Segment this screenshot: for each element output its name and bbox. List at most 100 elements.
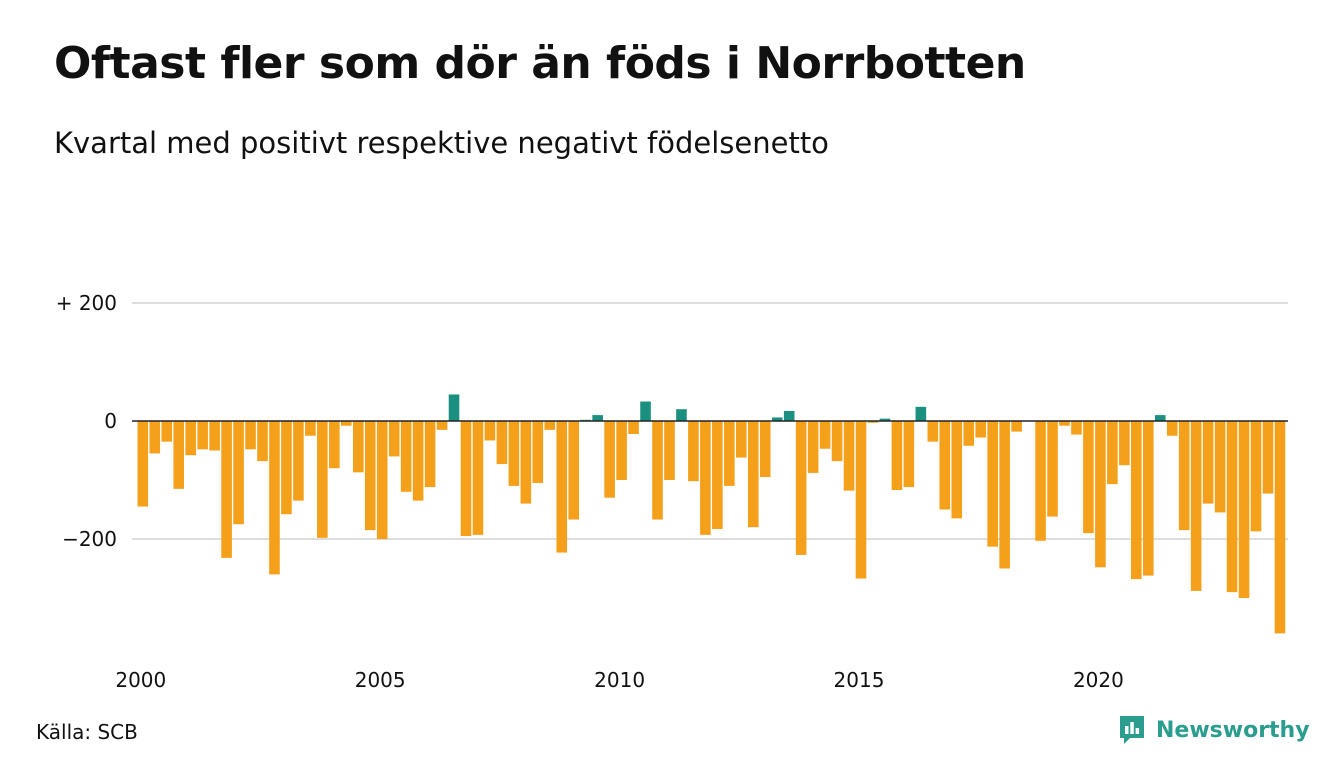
bar-negative — [747, 421, 759, 528]
bar-negative — [759, 421, 771, 478]
bar-positive — [771, 417, 783, 421]
bar-negative — [1202, 421, 1214, 504]
bar-negative — [700, 421, 711, 535]
bar-positive — [640, 401, 651, 421]
bar-negative — [1107, 421, 1118, 485]
bar-negative — [460, 421, 472, 537]
bar-negative — [1238, 421, 1250, 598]
bar-negative — [963, 421, 975, 446]
bar-negative — [652, 421, 663, 520]
brand-name: Newsworthy — [1156, 717, 1310, 743]
bar-negative — [400, 421, 412, 492]
x-tick-labels: 2000 2005 2010 2015 2020 — [115, 668, 1124, 692]
bar-negative — [436, 421, 448, 430]
bar-negative — [736, 421, 747, 458]
bar-negative — [520, 421, 532, 504]
bar-negative — [903, 421, 915, 488]
bar-negative — [1035, 421, 1046, 541]
bar-negative — [281, 421, 292, 515]
bar-negative — [819, 421, 831, 449]
bar-negative — [1011, 421, 1022, 432]
y-tick-label: + 200 — [56, 291, 117, 315]
bar-negative — [209, 421, 220, 451]
bar-negative — [544, 421, 556, 430]
bar-negative — [1166, 421, 1178, 436]
bar-positive — [879, 418, 891, 421]
bar-negative — [1095, 421, 1106, 568]
bar-negative — [664, 421, 675, 480]
bar-positive — [915, 406, 927, 421]
bar-negative — [293, 421, 304, 501]
bar-negative — [688, 421, 699, 482]
brand-logo: Newsworthy — [1118, 714, 1310, 746]
bar-negative — [628, 421, 639, 434]
bar-negative — [568, 421, 580, 520]
bar-positive — [783, 410, 795, 421]
bar-negative — [532, 421, 544, 483]
bar-negative — [484, 421, 496, 441]
bar-negative — [927, 421, 939, 442]
bar-negative — [149, 421, 161, 454]
bar-negative — [388, 421, 400, 457]
bar-negative — [987, 421, 998, 547]
bar-negative — [508, 421, 520, 486]
bar-negative — [843, 421, 855, 491]
bar-negative — [867, 421, 879, 423]
bar-negative — [233, 421, 244, 525]
bar-positive — [592, 415, 603, 421]
bar-negative — [1119, 421, 1130, 466]
y-tick-label: 0 — [104, 409, 117, 433]
bar-negative — [340, 421, 352, 426]
bar-negative — [364, 421, 376, 531]
bar-negative — [1083, 421, 1094, 534]
bar-negative — [1071, 421, 1082, 435]
bar-negative — [221, 421, 232, 558]
bar-negative — [1190, 421, 1202, 591]
bar-negative — [556, 421, 568, 553]
bar-negative — [939, 421, 951, 510]
bar-negative — [1250, 421, 1262, 532]
x-tick-label: 2005 — [355, 668, 406, 692]
y-tick-labels: + 200 0 −200 — [56, 291, 117, 551]
chart-subtitle: Kvartal med positivt respektive negativt… — [54, 126, 829, 160]
bar-negative — [197, 421, 208, 450]
bar-negative — [412, 421, 424, 501]
bar-negative — [352, 421, 364, 473]
bar-negative — [1274, 421, 1286, 634]
x-tick-label: 2010 — [594, 668, 645, 692]
bar-negative — [424, 421, 436, 488]
bar-negative — [1142, 421, 1154, 576]
bar-negative — [616, 421, 627, 480]
bar-negative — [317, 421, 328, 538]
newsworthy-logo-icon — [1120, 716, 1144, 744]
bar-negative — [185, 421, 196, 456]
bar-negative — [855, 421, 867, 579]
bar-negative — [1214, 421, 1226, 513]
x-tick-label: 2000 — [115, 668, 166, 692]
bar-negative — [1131, 421, 1142, 580]
bar-negative — [1262, 421, 1274, 494]
bar-negative — [1226, 421, 1238, 593]
bar-negative — [245, 421, 256, 450]
bar-negative — [891, 421, 903, 491]
x-tick-label: 2015 — [834, 668, 885, 692]
bar-negative — [975, 421, 986, 438]
x-tick-label: 2020 — [1073, 668, 1124, 692]
bar-negative — [724, 421, 735, 486]
bar-negative — [1178, 421, 1190, 531]
bar-negative — [305, 421, 316, 436]
y-tick-label: −200 — [62, 527, 117, 551]
bar-negative — [795, 421, 807, 555]
bar-negative — [807, 421, 819, 473]
bar-positive — [676, 409, 687, 421]
chart-title: Oftast fler som dör än föds i Norrbotten — [54, 38, 1026, 89]
bar-negative — [604, 421, 615, 498]
bar-negative — [173, 421, 185, 489]
bar-negative — [161, 421, 173, 442]
bar-negative — [496, 421, 508, 465]
bars — [137, 394, 1286, 634]
bar-negative — [257, 421, 268, 462]
bar-negative — [1047, 421, 1058, 517]
bar-negative — [831, 421, 843, 462]
